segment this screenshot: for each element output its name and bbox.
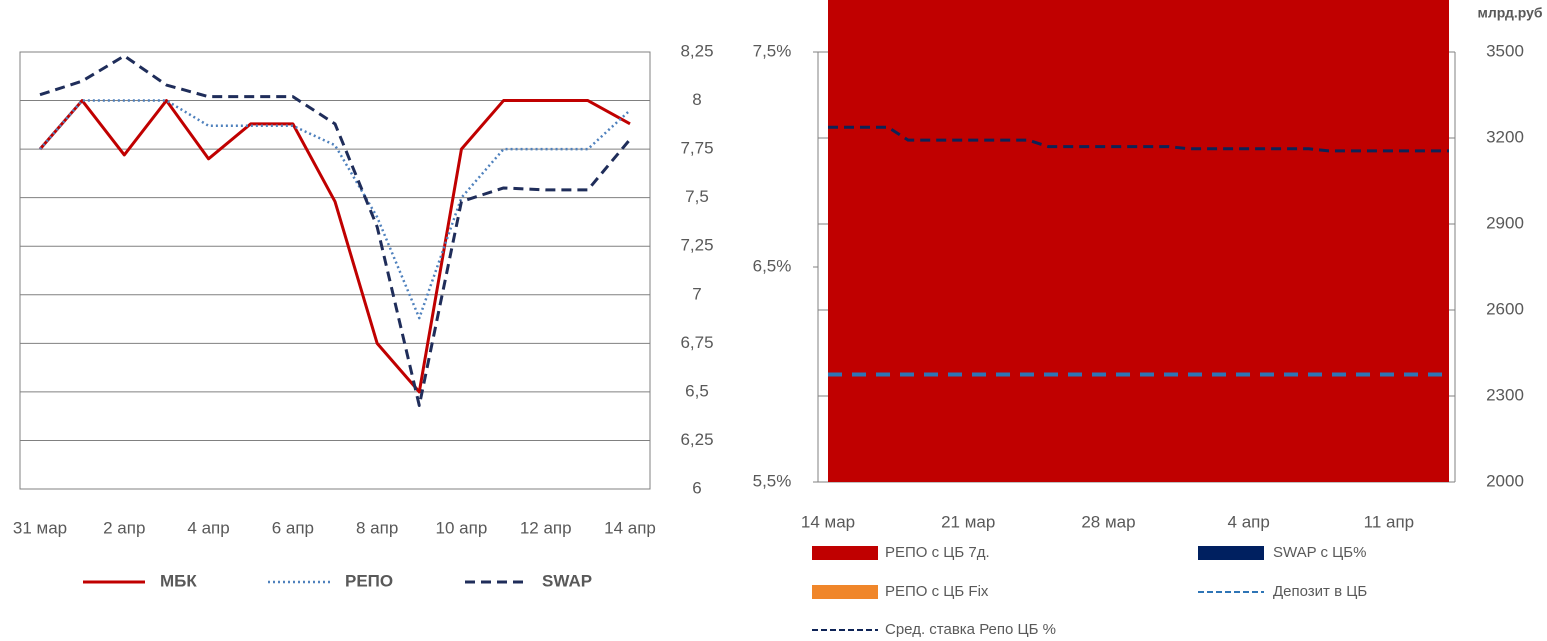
- y2-tick-label: 2300: [1486, 385, 1524, 404]
- x-tick-label: 14 апр: [604, 518, 656, 537]
- stacked-area: [828, 0, 1449, 482]
- y-tick-label: 5,5%: [753, 471, 792, 490]
- legend-label: РЕПО с ЦБ 7д.: [885, 544, 990, 561]
- legend-label: МБК: [160, 571, 197, 590]
- x-tick-label: 21 мар: [941, 512, 995, 531]
- legend-label: SWAP с ЦБ%: [1273, 544, 1366, 561]
- x-tick-label: 2 апр: [103, 518, 145, 537]
- y-tick-label: 6,75: [680, 333, 713, 352]
- y-tick-label: 6: [692, 478, 701, 497]
- y2-tick-label: 2000: [1486, 471, 1524, 490]
- y2-unit-label: млрд.руб: [1477, 5, 1542, 21]
- x-tick-label: 4 апр: [1228, 512, 1270, 531]
- legend-swatch: [1198, 546, 1264, 560]
- x-tick-label: 31 мар: [13, 518, 67, 537]
- x-tick-label: 6 апр: [272, 518, 314, 537]
- legend-label: Сред. ставка Репо ЦБ %: [885, 621, 1056, 638]
- y2-tick-label: 3500: [1486, 41, 1524, 60]
- y-tick-label: 7: [692, 284, 701, 303]
- x-tick-label: 11 апр: [1364, 512, 1415, 531]
- y2-tick-label: 3200: [1486, 127, 1524, 146]
- legend-label: РЕПО с ЦБ Fix: [885, 583, 989, 600]
- y2-tick-label: 2600: [1486, 299, 1524, 318]
- y-tick-label: 6,25: [680, 430, 713, 449]
- y-tick-label: 7,75: [680, 139, 713, 158]
- x-tick-label: 4 апр: [187, 518, 229, 537]
- y-tick-label: 6,5: [685, 381, 709, 400]
- x-tick-label: 12 апр: [520, 518, 572, 537]
- y2-tick-label: 2900: [1486, 213, 1524, 232]
- y-tick-label: 6,5%: [753, 256, 792, 275]
- legend-label: Депозит в ЦБ: [1273, 583, 1367, 600]
- y-tick-label: 8: [692, 90, 701, 109]
- x-tick-label: 8 апр: [356, 518, 398, 537]
- legend-label: РЕПО: [345, 571, 393, 590]
- y-tick-label: 7,25: [680, 236, 713, 255]
- legend-swatch: [812, 585, 878, 599]
- y-tick-label: 7,5%: [753, 41, 792, 60]
- series-line: [38, 99, 631, 394]
- x-tick-label: 14 мар: [801, 512, 855, 531]
- y-tick-label: 8,25: [680, 41, 713, 60]
- y-tick-label: 7,5: [685, 187, 709, 206]
- x-tick-label: 10 апр: [436, 518, 488, 537]
- legend-label: SWAP: [542, 571, 592, 590]
- series-line: [39, 99, 631, 320]
- x-tick-label: 28 мар: [1081, 512, 1135, 531]
- legend-swatch: [812, 546, 878, 560]
- series-line: [39, 54, 632, 407]
